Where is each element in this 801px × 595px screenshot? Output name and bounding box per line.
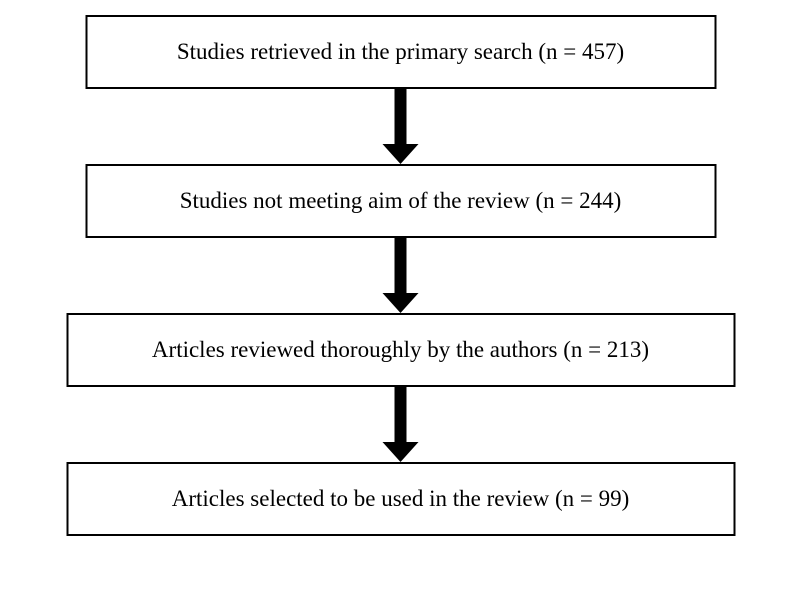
- node-label: Articles reviewed thoroughly by the auth…: [152, 337, 649, 363]
- flowchart-node-2: Studies not meeting aim of the review (n…: [85, 164, 716, 238]
- arrow-2: [383, 238, 419, 313]
- arrow-head-icon: [383, 293, 419, 313]
- flowchart-container: Studies retrieved in the primary search …: [66, 15, 735, 536]
- arrow-shaft: [395, 238, 407, 293]
- node-label: Studies not meeting aim of the review (n…: [180, 188, 622, 214]
- arrow-1: [383, 89, 419, 164]
- arrow-3: [383, 387, 419, 462]
- flowchart-node-3: Articles reviewed thoroughly by the auth…: [66, 313, 735, 387]
- arrow-shaft: [395, 89, 407, 144]
- node-label: Studies retrieved in the primary search …: [177, 39, 624, 65]
- arrow-shaft: [395, 387, 407, 442]
- node-label: Articles selected to be used in the revi…: [172, 486, 629, 512]
- arrow-head-icon: [383, 144, 419, 164]
- flowchart-node-1: Studies retrieved in the primary search …: [85, 15, 716, 89]
- flowchart-node-4: Articles selected to be used in the revi…: [66, 462, 735, 536]
- arrow-head-icon: [383, 442, 419, 462]
